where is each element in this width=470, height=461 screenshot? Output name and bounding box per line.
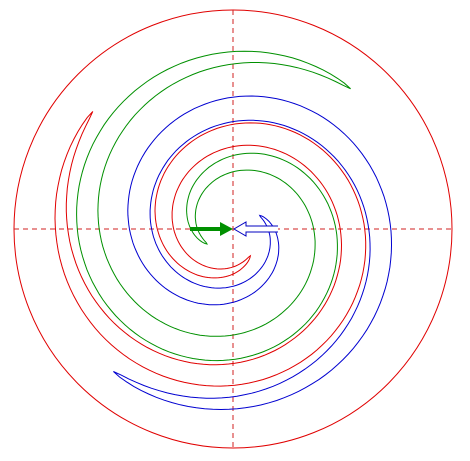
blue-arrow [233, 221, 278, 237]
spiral-arms [54, 50, 393, 411]
red-arm [54, 111, 367, 387]
green-arm [76, 50, 351, 362]
green-arrow-head [220, 222, 233, 236]
blue-arm [113, 95, 393, 411]
